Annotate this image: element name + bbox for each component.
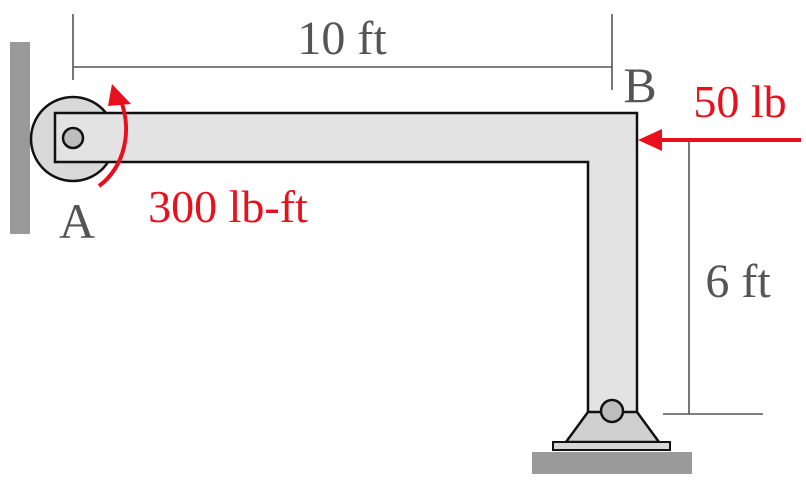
frame-member xyxy=(53,111,639,439)
bottom-support-plate xyxy=(552,441,671,451)
wall-support xyxy=(10,42,30,234)
dim-label-vertical: 6 ft xyxy=(705,255,771,308)
pin-a xyxy=(61,126,85,150)
moment-arrowhead xyxy=(108,84,131,106)
label-point-a: A xyxy=(59,193,95,249)
ground xyxy=(532,452,692,474)
moment-label: 300 lb-ft xyxy=(148,181,308,232)
moment-arrow-300lbft xyxy=(97,95,128,188)
pin-bottom xyxy=(599,398,625,424)
label-point-b: B xyxy=(623,57,656,113)
force-arrowhead xyxy=(638,129,662,151)
force-label: 50 lb xyxy=(693,76,786,127)
dim-label-horizontal: 10 ft xyxy=(297,12,387,65)
